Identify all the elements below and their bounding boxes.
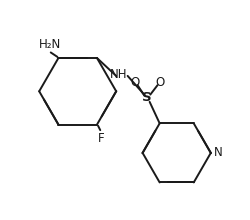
Text: O: O bbox=[130, 76, 140, 89]
Text: S: S bbox=[142, 91, 152, 104]
Text: O: O bbox=[156, 76, 165, 89]
Text: H₂N: H₂N bbox=[38, 38, 61, 51]
Text: N: N bbox=[214, 146, 223, 160]
Text: NH: NH bbox=[110, 68, 127, 81]
Text: F: F bbox=[98, 132, 104, 145]
